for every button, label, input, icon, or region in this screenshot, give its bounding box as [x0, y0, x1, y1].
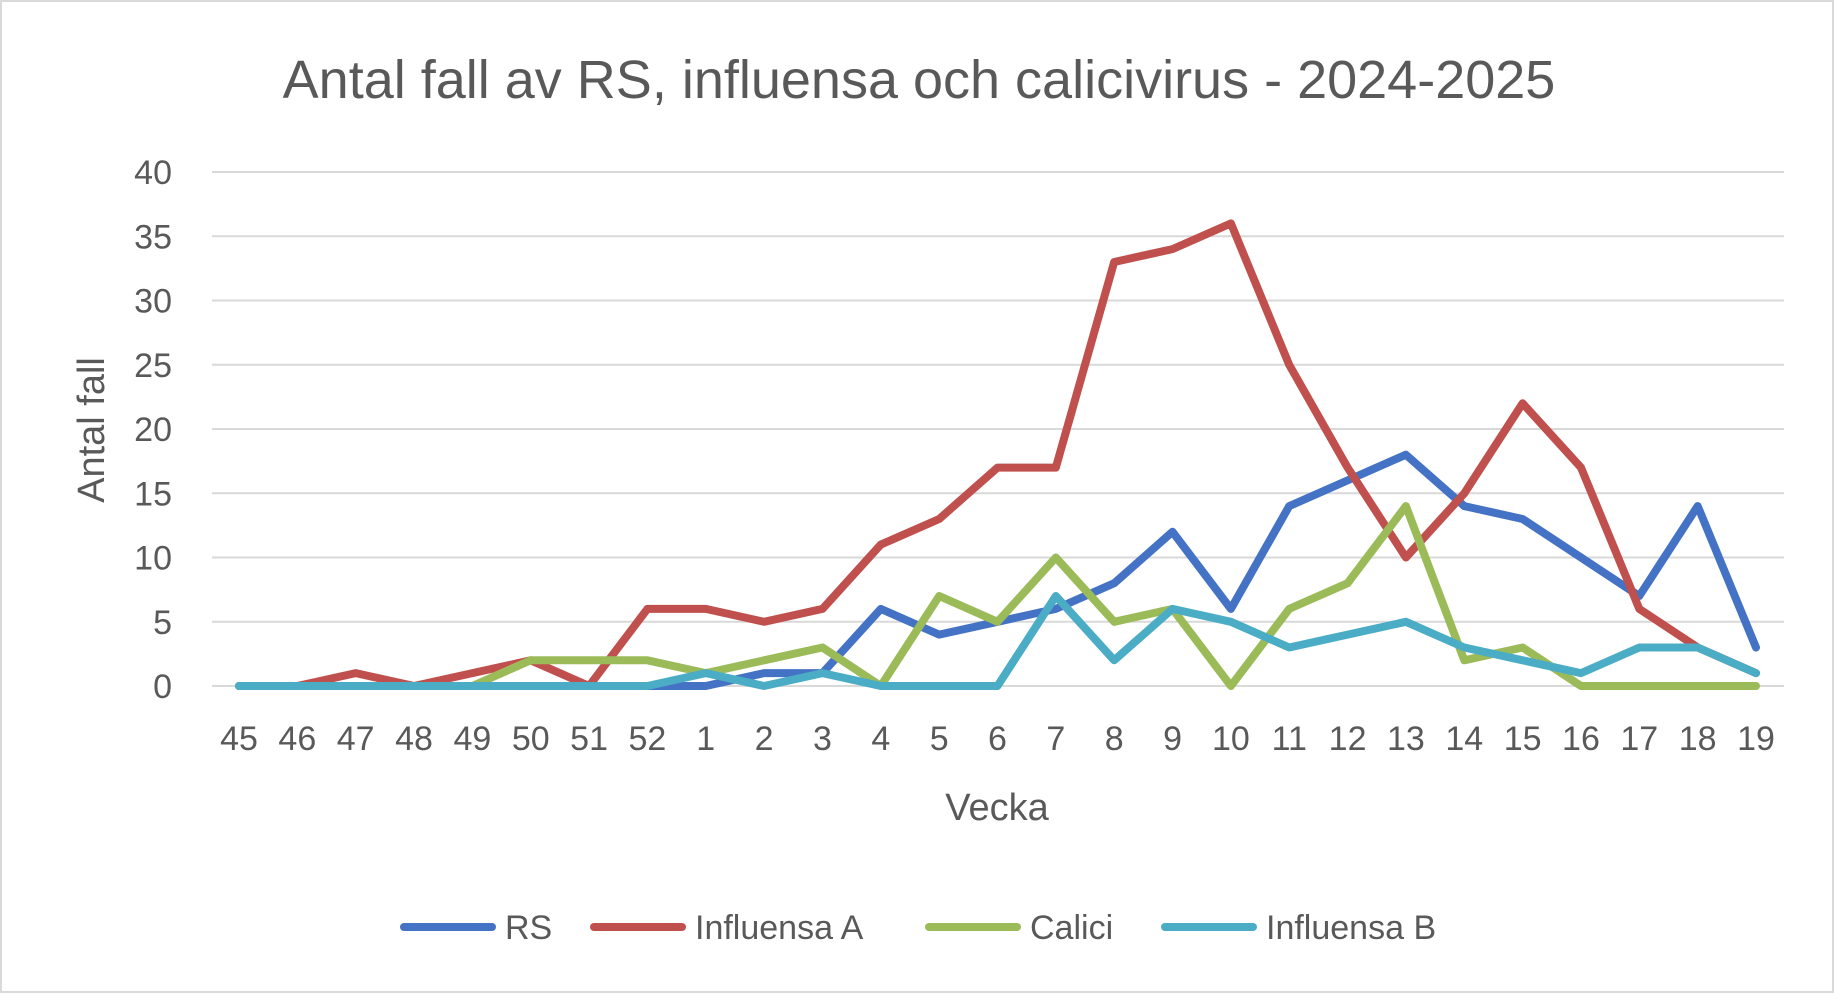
legend: RS Influensa A Calici Influensa B	[404, 909, 1436, 947]
y-tick-label: 30	[134, 283, 172, 321]
x-tick-label: 46	[278, 720, 316, 758]
x-tick-label: 3	[813, 720, 832, 758]
legend-label: Influensa A	[695, 909, 864, 947]
x-tick-label: 50	[512, 720, 550, 758]
x-tick-label: 16	[1562, 720, 1600, 758]
y-tick-label: 35	[134, 218, 172, 256]
legend-label: Influensa B	[1266, 909, 1436, 947]
x-tick-label: 45	[220, 720, 258, 758]
x-tick-label: 47	[337, 720, 375, 758]
y-axis-title: Antal fall	[71, 357, 113, 503]
x-tick-label: 1	[696, 720, 715, 758]
x-tick-label: 7	[1046, 720, 1065, 758]
x-tick-label: 9	[1163, 720, 1182, 758]
y-tick-label: 25	[134, 347, 172, 385]
x-tick-label: 5	[930, 720, 949, 758]
x-tick-label: 19	[1737, 720, 1775, 758]
x-tick-label: 48	[395, 720, 433, 758]
chart-title: Antal fall av RS, influensa och calicivi…	[283, 50, 1556, 110]
x-tick-label: 49	[453, 720, 491, 758]
x-tick-label: 11	[1272, 720, 1307, 758]
y-tick-label: 40	[134, 154, 172, 192]
y-axis-ticks: 0 5 10 15 20 25 30 35 40	[134, 154, 172, 706]
x-tick-label: 52	[629, 720, 667, 758]
x-tick-label: 10	[1212, 720, 1250, 758]
y-tick-label: 10	[134, 540, 172, 578]
x-tick-label: 18	[1679, 720, 1717, 758]
x-tick-label: 15	[1504, 720, 1542, 758]
x-tick-label: 8	[1105, 720, 1124, 758]
x-tick-label: 12	[1329, 720, 1367, 758]
x-tick-label: 14	[1445, 720, 1483, 758]
x-tick-label: 4	[871, 720, 890, 758]
series-lines	[239, 223, 1756, 686]
x-tick-label: 17	[1620, 720, 1658, 758]
y-tick-label: 0	[153, 668, 172, 706]
y-tick-label: 5	[153, 604, 172, 642]
x-tick-label: 6	[988, 720, 1007, 758]
x-tick-label: 2	[755, 720, 774, 758]
y-tick-label: 20	[134, 411, 172, 449]
x-tick-label: 51	[570, 720, 608, 758]
x-axis-title: Vecka	[945, 787, 1049, 829]
x-tick-label: 13	[1387, 720, 1425, 758]
y-tick-label: 15	[134, 475, 172, 513]
legend-label: RS	[505, 909, 552, 947]
legend-label: Calici	[1030, 909, 1113, 947]
